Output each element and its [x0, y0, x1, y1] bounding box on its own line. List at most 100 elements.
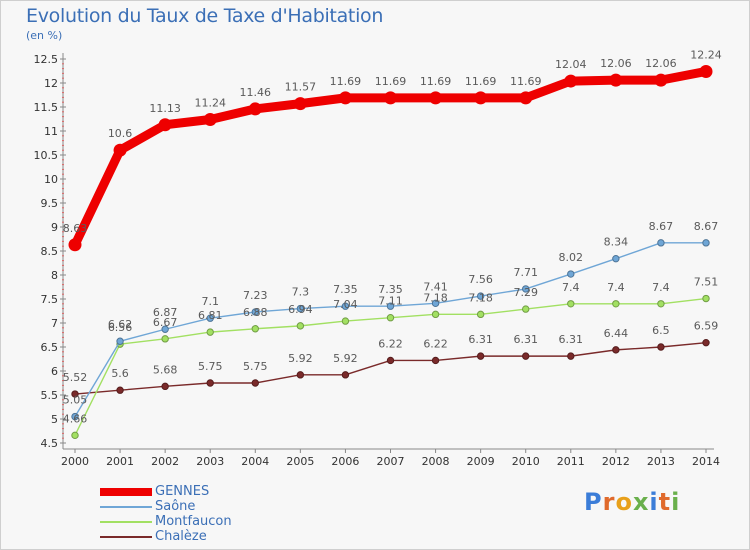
data-point — [251, 308, 259, 316]
data-point — [522, 285, 530, 293]
x-tick-label: 2007 — [377, 455, 405, 468]
x-tick-label: 2006 — [331, 455, 359, 468]
data-label: 7.4 — [652, 281, 670, 294]
data-label: 5.6 — [111, 367, 129, 380]
data-point — [71, 431, 79, 440]
data-point — [476, 292, 485, 300]
data-point — [341, 317, 350, 325]
data-label: 7.4 — [562, 281, 580, 294]
data-label: 8.67 — [694, 220, 719, 233]
x-tick-label: 2008 — [422, 455, 450, 468]
data-label: 7.18 — [468, 291, 493, 304]
data-label: 6.5 — [652, 324, 670, 337]
data-label: 11.24 — [194, 96, 226, 109]
data-point — [71, 412, 79, 421]
data-label: 8.67 — [649, 220, 674, 233]
data-label: 7.18 — [423, 291, 448, 304]
logo-letter: x — [632, 488, 650, 516]
data-label: 7.41 — [423, 280, 448, 293]
data-label: 6.31 — [513, 333, 538, 346]
data-label: 5.92 — [288, 352, 313, 365]
data-point — [386, 302, 395, 310]
x-tick-label: 2010 — [512, 455, 540, 468]
legend-swatch-montfaucon — [100, 521, 152, 523]
data-label: 7.71 — [513, 266, 538, 279]
data-point — [567, 270, 575, 278]
point-labels: 8.63 10.6 11.13 11.24 11.46 11.57 11.69 11.69 11… — [63, 48, 722, 425]
chart-legend: GENNES Saône Montfaucon Chalèze — [100, 484, 300, 544]
data-point — [522, 352, 530, 360]
logo-letter: t — [658, 488, 672, 516]
data-label: 11.69 — [330, 75, 362, 88]
data-point — [564, 74, 578, 88]
data-point — [654, 73, 668, 87]
data-label: 12.24 — [690, 48, 722, 61]
data-label: 6.44 — [604, 327, 629, 340]
y-tick-label: 4.5 — [41, 437, 59, 450]
y-tick-label: 8.5 — [41, 245, 59, 258]
data-point — [341, 302, 350, 310]
x-tick-label: 2004 — [241, 455, 269, 468]
legend-item-chaleze: Chalèze — [100, 529, 300, 544]
data-label: 6.56 — [108, 321, 133, 334]
y-tick-label: 11 — [44, 125, 58, 138]
logo-letter: i — [649, 488, 659, 516]
data-label: 6.62 — [108, 318, 133, 331]
data-point — [161, 335, 169, 343]
data-label: 12.06 — [600, 57, 632, 70]
legend-swatch-chaleze — [100, 536, 152, 538]
data-point — [567, 300, 575, 308]
data-point — [251, 325, 259, 333]
legend-label-saone: Saône — [155, 499, 196, 514]
data-point — [116, 386, 124, 394]
x-tick-label: 2000 — [61, 455, 89, 468]
data-point — [702, 294, 710, 303]
legend-label-chaleze: Chalèze — [155, 529, 207, 544]
data-label: 7.56 — [468, 273, 493, 286]
y-tick-label: 12.5 — [34, 53, 59, 66]
data-label: 6.81 — [198, 309, 223, 322]
data-point — [522, 305, 530, 313]
data-point — [431, 310, 440, 319]
x-tick-label: 2001 — [106, 455, 134, 468]
data-point — [293, 97, 307, 111]
data-label: 5.75 — [198, 360, 223, 373]
data-point — [567, 352, 575, 360]
data-label: 5.68 — [153, 363, 178, 376]
y-tick-label: 8 — [51, 269, 58, 282]
x-tick-label: 2002 — [151, 455, 179, 468]
data-label: 11.13 — [149, 102, 181, 115]
data-point — [296, 304, 305, 313]
x-tick-label: 2005 — [286, 455, 314, 468]
data-label: 6.88 — [243, 306, 268, 319]
y-tick-label: 11.5 — [34, 101, 59, 114]
data-point — [657, 239, 665, 247]
data-label: 12.04 — [555, 58, 587, 71]
data-label: 4.66 — [63, 412, 88, 425]
data-point — [206, 379, 214, 387]
data-point — [476, 310, 485, 319]
y-tick-label: 6.5 — [41, 341, 59, 354]
data-point — [609, 73, 623, 87]
x-tick-label: 2009 — [467, 455, 495, 468]
data-point — [702, 239, 710, 247]
chart-subtitle: (en %) — [26, 29, 63, 42]
data-label: 7.4 — [607, 281, 625, 294]
logo-letter: i — [671, 488, 681, 516]
data-point — [161, 382, 169, 391]
data-point — [251, 379, 259, 387]
data-point — [161, 325, 169, 333]
y-tick-label: 7.5 — [41, 293, 59, 306]
data-point — [702, 338, 710, 347]
data-point — [431, 356, 440, 365]
data-label: 6.67 — [153, 316, 178, 329]
y-tick-label: 5.5 — [41, 389, 59, 402]
data-point — [612, 300, 620, 308]
data-label: 7.35 — [333, 283, 358, 296]
data-label: 11.46 — [240, 86, 272, 99]
legend-label-gennes: GENNES — [155, 484, 210, 499]
chart-axes: 4.5 5 5.5 6 6.5 7 7.5 8 8.5 9 9.5 10 10.5 11 11.5 12 12.… — [34, 53, 720, 468]
data-label: 5.92 — [333, 352, 358, 365]
data-label: 11.69 — [465, 75, 497, 88]
